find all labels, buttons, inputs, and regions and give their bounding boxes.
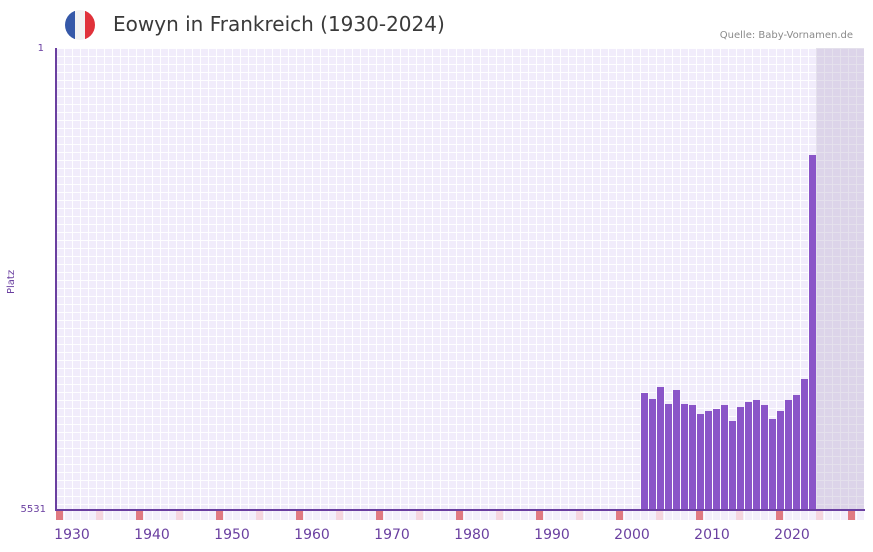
bar-2004[interactable] (649, 399, 656, 510)
flag-blue-stripe (65, 10, 75, 40)
year-marker-1990 (536, 511, 543, 520)
x-tick-1960: 1960 (294, 527, 330, 543)
bar-2023[interactable] (801, 379, 808, 510)
year-marker-1960 (296, 511, 303, 520)
x-tick-1930: 1930 (54, 527, 90, 543)
bar-2020[interactable] (777, 411, 784, 510)
future-shaded-region (816, 48, 864, 510)
bar-2008[interactable] (681, 404, 688, 510)
bar-2017[interactable] (753, 400, 760, 510)
year-marker-1935 (96, 511, 103, 520)
plot-area (56, 48, 864, 510)
x-tick-1950: 1950 (214, 527, 250, 543)
year-marker-end (848, 511, 855, 520)
bar-2010[interactable] (697, 414, 704, 510)
bar-2022[interactable] (793, 395, 800, 510)
bar-2011[interactable] (705, 411, 712, 510)
x-tick-2000: 2000 (614, 527, 650, 543)
year-marker-1940 (136, 511, 143, 520)
bar-2021[interactable] (785, 400, 792, 510)
flag-white-stripe (75, 10, 85, 40)
year-marker-2000 (616, 511, 623, 520)
year-marker-1985 (496, 511, 503, 520)
bar-2013[interactable] (721, 405, 728, 510)
chart-title: Eowyn in Frankreich (1930-2024) (113, 12, 445, 36)
x-tick-2010: 2010 (694, 527, 730, 543)
bar-2012[interactable] (713, 409, 720, 510)
x-tick-1970: 1970 (374, 527, 410, 543)
y-tick-top: 1 (37, 43, 44, 54)
year-marker-1930 (56, 511, 63, 520)
x-tick-2020: 2020 (774, 527, 810, 543)
bar-2005[interactable] (657, 387, 664, 510)
year-marker-1945 (176, 511, 183, 520)
france-flag-icon (65, 10, 95, 40)
bar-2024[interactable] (809, 155, 816, 510)
source-label: Quelle: Baby-Vornamen.de (719, 30, 853, 41)
year-marker-2020 (776, 511, 783, 520)
year-marker-2010 (696, 511, 703, 520)
bar-2014[interactable] (729, 421, 736, 510)
year-marker-2005 (656, 511, 663, 520)
year-marker-1975 (416, 511, 423, 520)
y-tick-bottom: 5531 (20, 504, 46, 515)
year-marker-1980 (456, 511, 463, 520)
year-marker-2015 (736, 511, 743, 520)
bar-2009[interactable] (689, 405, 696, 510)
y-axis-label: Platz (6, 269, 17, 294)
bar-2018[interactable] (761, 405, 768, 510)
year-marker-1995 (576, 511, 583, 520)
x-tick-1990: 1990 (534, 527, 570, 543)
bar-2007[interactable] (673, 390, 680, 510)
year-marker-2025 (816, 511, 823, 520)
bar-2019[interactable] (769, 419, 776, 510)
y-axis-line (55, 48, 57, 511)
year-marker-1950 (216, 511, 223, 520)
bar-2016[interactable] (745, 402, 752, 510)
year-marker-1965 (336, 511, 343, 520)
bar-2006[interactable] (665, 404, 672, 510)
flag-red-stripe (85, 10, 95, 40)
x-axis-line (55, 509, 865, 511)
year-marker-row (56, 511, 864, 520)
year-marker-1970 (376, 511, 383, 520)
x-tick-1980: 1980 (454, 527, 490, 543)
bar-2003[interactable] (641, 393, 648, 510)
year-marker-1955 (256, 511, 263, 520)
x-tick-1940: 1940 (134, 527, 170, 543)
bar-2015[interactable] (737, 407, 744, 510)
